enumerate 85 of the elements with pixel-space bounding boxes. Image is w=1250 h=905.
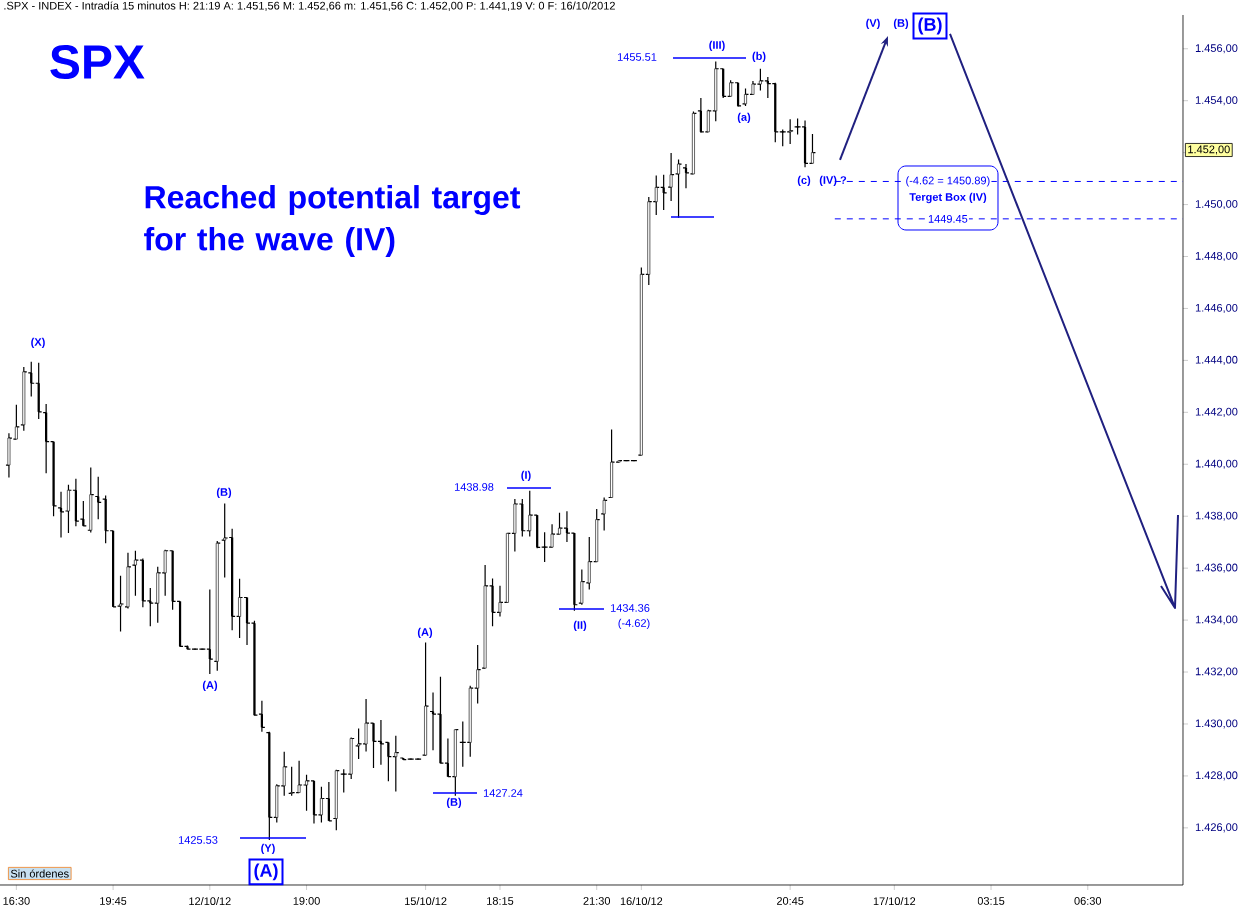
annotation: (Y) [261, 843, 275, 855]
y-tick-label: 1.444,00 [1195, 355, 1238, 365]
annotation: (I) [521, 470, 531, 482]
annotation: (c) [797, 175, 811, 187]
annotation: 1438.98 [454, 483, 494, 491]
candlestick [275, 783, 279, 823]
candlestick [260, 700, 264, 733]
candlestick [178, 600, 182, 648]
candlestick [483, 564, 487, 669]
candlestick [245, 596, 249, 646]
annotation: 1427.24 [483, 789, 523, 797]
candlestick [602, 496, 606, 532]
annotation: (V) [866, 18, 880, 30]
annotation: (II) [573, 620, 587, 632]
candlestick [163, 549, 167, 597]
x-tick-label: 19:00 [293, 897, 320, 905]
candlestick [126, 552, 130, 609]
x-tick-label: 16/10/12 [620, 897, 663, 905]
candlestick [364, 698, 368, 753]
y-tick-label: 1.426,00 [1195, 823, 1238, 833]
annotation: (A) [417, 627, 433, 639]
candlestick [111, 530, 115, 608]
text: Reached potential target for the wave (IV) [144, 185, 521, 257]
annotation: (A) [254, 863, 278, 881]
annotation: (B) [918, 17, 942, 35]
annotation: 1455.51 [617, 53, 657, 61]
x-tick-label: 21:30 [583, 897, 611, 905]
x-tick-label: 06:30 [1074, 897, 1102, 905]
chart-title: SPX [50, 44, 145, 79]
candlestick [498, 585, 502, 618]
x-tick-label: 19:45 [100, 897, 127, 905]
y-tick-label: 1.448,00 [1195, 251, 1238, 262]
annotation: (b) [752, 51, 766, 63]
ref-line-label: 1449.45 [928, 214, 968, 223]
text: 1.452,00 [1188, 145, 1230, 155]
y-tick-label: 1.436,00 [1195, 563, 1238, 573]
y-tick-label: 1.432,00 [1195, 667, 1238, 677]
candlestick [684, 163, 688, 189]
annotation: (X) [31, 337, 45, 349]
y-tick-label: 1.438,00 [1195, 511, 1238, 521]
annotation: Terget Box (IV) [909, 192, 987, 204]
annotation: 1434.36 [610, 604, 650, 612]
candlestick [513, 498, 517, 553]
candlestick [669, 152, 673, 202]
y-tick-label: 1.450,00 [1195, 200, 1238, 210]
annotation: (-4.62) [618, 618, 650, 630]
annotation: (a) [737, 112, 751, 124]
annotation: (B) [893, 18, 909, 30]
y-tick-label: 1.428,00 [1195, 771, 1238, 781]
annotation: 1425.53 [178, 836, 218, 844]
x-tick-label: 17/10/12 [873, 897, 916, 905]
y-tick-label: 1.454,00 [1195, 96, 1238, 106]
candlestick [647, 196, 651, 286]
x-tick-label: 16:30 [3, 897, 30, 905]
candlestick [550, 523, 554, 549]
ref-line-label: (-4.62 = 1450.89) [906, 176, 990, 187]
annotation: Sin órdenes [10, 869, 69, 878]
x-tick-label: 15/10/12 [405, 897, 447, 905]
annotation: (B) [216, 487, 232, 499]
candlestick [349, 736, 353, 780]
candlestick [394, 735, 398, 793]
annotation: (A) [202, 680, 218, 692]
candlestick [751, 80, 755, 96]
candlestick [580, 568, 584, 606]
annotation: (B) [446, 797, 462, 809]
y-tick-label: 1.442,00 [1195, 407, 1238, 417]
text: .SPX - INDEX - Intradía 15 minutos H: 21:19 A: 1.451,56 M: 1.452,66 m: 1.451,56 C: 1.452,00 P: 1.441,19 V: 0 F: 16/10/2012 [4, 1, 615, 11]
candlestick [446, 737, 450, 778]
candlestick [74, 478, 78, 527]
candlestick [565, 510, 569, 543]
x-tick-label: 12/10/12 [189, 897, 231, 905]
candlestick [22, 366, 26, 432]
x-tick-label: 20:45 [776, 897, 804, 905]
y-tick-label: 1.456,00 [1195, 44, 1238, 54]
x-tick-label: 18:15 [487, 897, 514, 905]
y-tick-label: 1.446,00 [1195, 303, 1238, 313]
x-tick-label: 03:15 [977, 897, 1005, 905]
y-tick-label: 1.434,00 [1195, 615, 1238, 625]
annotation: (IV) ? [819, 175, 847, 187]
annotation: (III) [709, 40, 725, 52]
y-tick-label: 1.440,00 [1195, 459, 1238, 469]
y-tick-label: 1.430,00 [1195, 719, 1238, 729]
candlestick [297, 760, 301, 794]
candlestick [7, 432, 11, 479]
candlestick [89, 466, 93, 534]
